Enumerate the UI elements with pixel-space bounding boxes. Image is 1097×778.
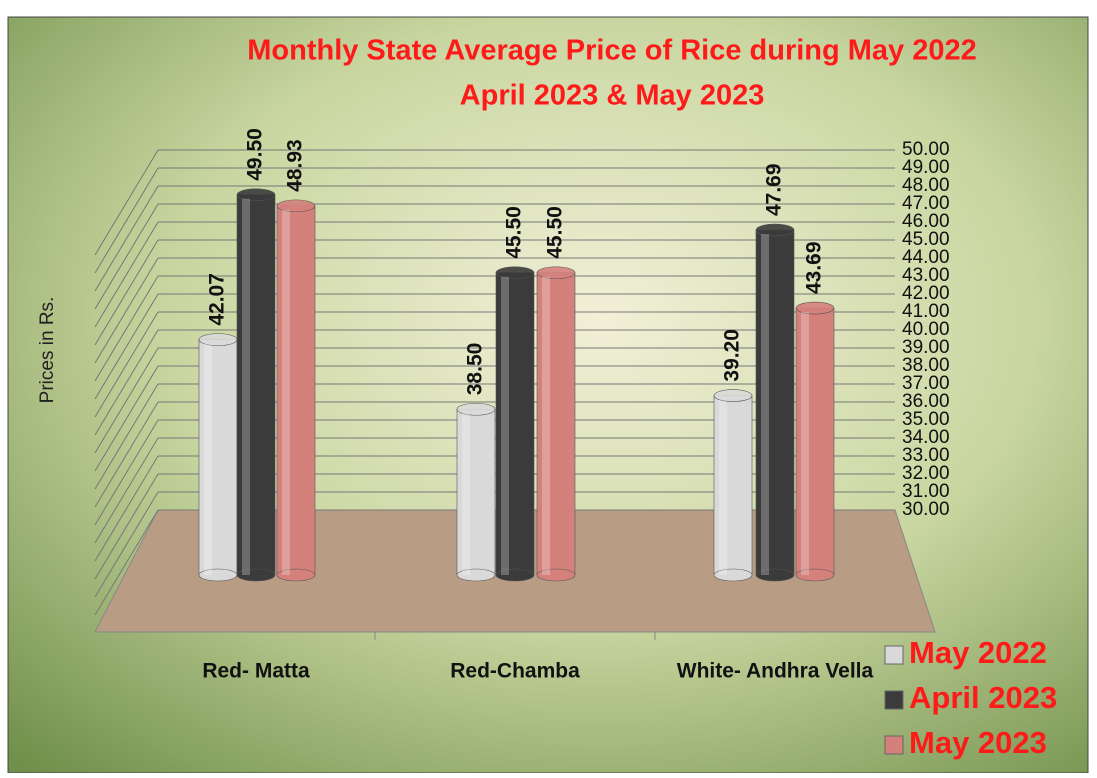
legend-label: April 2023 xyxy=(909,680,1057,715)
value-label: 45.50 xyxy=(503,206,526,259)
bar xyxy=(537,267,575,581)
y-tick-label: 43.00 xyxy=(902,265,950,286)
legend-label: May 2023 xyxy=(909,725,1047,760)
y-tick-label: 49.00 xyxy=(902,157,950,178)
value-label: 48.93 xyxy=(284,139,307,192)
bar-part xyxy=(801,312,809,575)
chart-title: Monthly State Average Price of Rice duri… xyxy=(247,35,977,67)
y-tick-label: 36.00 xyxy=(902,391,950,412)
y-tick-label: 41.00 xyxy=(902,301,950,322)
bar xyxy=(199,334,237,581)
bar xyxy=(237,189,275,581)
x-tick-label: Red- Matta xyxy=(202,660,310,683)
y-tick-label: 33.00 xyxy=(902,445,950,466)
bar-part xyxy=(204,344,212,575)
value-label: 39.20 xyxy=(721,329,744,382)
bar xyxy=(277,200,315,581)
y-tick-label: 39.00 xyxy=(902,337,950,358)
legend-label: May 2022 xyxy=(909,635,1047,670)
value-label: 43.69 xyxy=(803,241,826,294)
y-tick-label: 35.00 xyxy=(902,409,950,430)
bar xyxy=(796,302,834,581)
y-tick-label: 30.00 xyxy=(902,499,950,520)
y-tick-label: 48.00 xyxy=(902,175,950,196)
y-axis-label: Prices in Rs. xyxy=(37,297,58,404)
y-tick-label: 46.00 xyxy=(902,211,950,232)
bar xyxy=(714,390,752,581)
y-tick-label: 34.00 xyxy=(902,427,950,448)
value-label: 47.69 xyxy=(763,163,786,216)
y-tick-label: 32.00 xyxy=(902,463,950,484)
value-label: 38.50 xyxy=(464,343,487,396)
bar-part xyxy=(501,277,509,575)
legend-swatch xyxy=(885,691,903,709)
y-tick-label: 45.00 xyxy=(902,229,950,250)
bar-part xyxy=(719,400,727,575)
chart: Monthly State Average Price of Rice duri… xyxy=(0,0,1097,773)
value-label: 42.07 xyxy=(206,273,229,326)
bar-part xyxy=(282,210,290,575)
bar-part xyxy=(761,234,769,575)
y-tick-label: 40.00 xyxy=(902,319,950,340)
x-tick-label: Red-Chamba xyxy=(450,660,580,683)
bar-part xyxy=(242,199,250,575)
page: {"chart_data":{"type":"bar","title":"Mon… xyxy=(0,0,1097,773)
y-tick-label: 37.00 xyxy=(902,373,950,394)
y-tick-label: 47.00 xyxy=(902,193,950,214)
chart-subtitle: April 2023 & May 2023 xyxy=(460,80,765,112)
bar-part xyxy=(542,277,550,575)
y-tick-label: 42.00 xyxy=(902,283,950,304)
bar xyxy=(756,224,794,581)
value-label: 49.50 xyxy=(244,128,267,181)
bar xyxy=(496,267,534,581)
value-label: 45.50 xyxy=(544,206,567,259)
y-tick-label: 38.00 xyxy=(902,355,950,376)
x-tick-label: White- Andhra Vella xyxy=(677,660,874,683)
y-tick-label: 44.00 xyxy=(902,247,950,268)
bar-part xyxy=(462,413,470,575)
y-tick-label: 50.00 xyxy=(902,139,950,160)
y-tick-label: 31.00 xyxy=(902,481,950,502)
legend-swatch xyxy=(885,646,903,664)
bar xyxy=(457,403,495,581)
legend-swatch xyxy=(885,736,903,754)
